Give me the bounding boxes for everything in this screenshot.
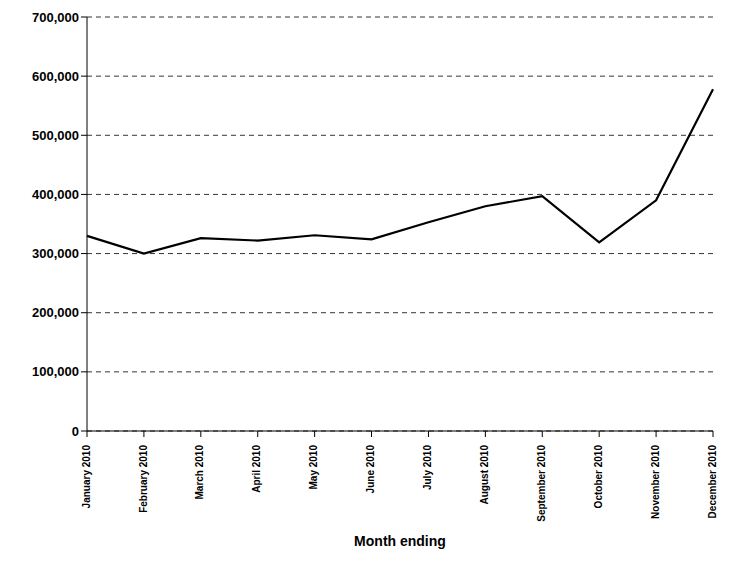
svg-text:August 2010: August 2010 <box>479 445 490 505</box>
svg-text:400,000: 400,000 <box>32 187 79 202</box>
svg-text:600,000: 600,000 <box>32 69 79 84</box>
svg-text:0: 0 <box>72 424 79 439</box>
svg-text:January 2010: January 2010 <box>81 445 92 509</box>
svg-text:March 2010: March 2010 <box>194 445 205 500</box>
svg-text:100,000: 100,000 <box>32 364 79 379</box>
svg-text:200,000: 200,000 <box>32 305 79 320</box>
svg-text:300,000: 300,000 <box>32 246 79 261</box>
svg-text:June 2010: June 2010 <box>365 445 376 494</box>
svg-text:April 2010: April 2010 <box>251 445 262 493</box>
svg-text:May 2010: May 2010 <box>308 445 319 490</box>
svg-text:February 2010: February 2010 <box>138 445 149 513</box>
svg-text:October 2010: October 2010 <box>593 445 604 509</box>
svg-text:Month ending: Month ending <box>354 533 446 549</box>
svg-text:700,000: 700,000 <box>32 10 79 25</box>
svg-text:September 2010: September 2010 <box>536 445 547 522</box>
svg-text:500,000: 500,000 <box>32 128 79 143</box>
svg-text:December 2010: December 2010 <box>707 445 718 519</box>
svg-text:November 2010: November 2010 <box>650 445 661 519</box>
svg-text:July 2010: July 2010 <box>422 445 433 490</box>
